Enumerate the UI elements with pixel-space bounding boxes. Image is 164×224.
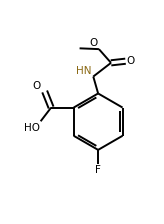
Text: O: O [32, 81, 41, 91]
Text: HO: HO [24, 123, 40, 133]
Text: HN: HN [76, 66, 91, 76]
Text: O: O [90, 38, 98, 48]
Text: F: F [95, 165, 101, 175]
Text: O: O [127, 56, 135, 66]
